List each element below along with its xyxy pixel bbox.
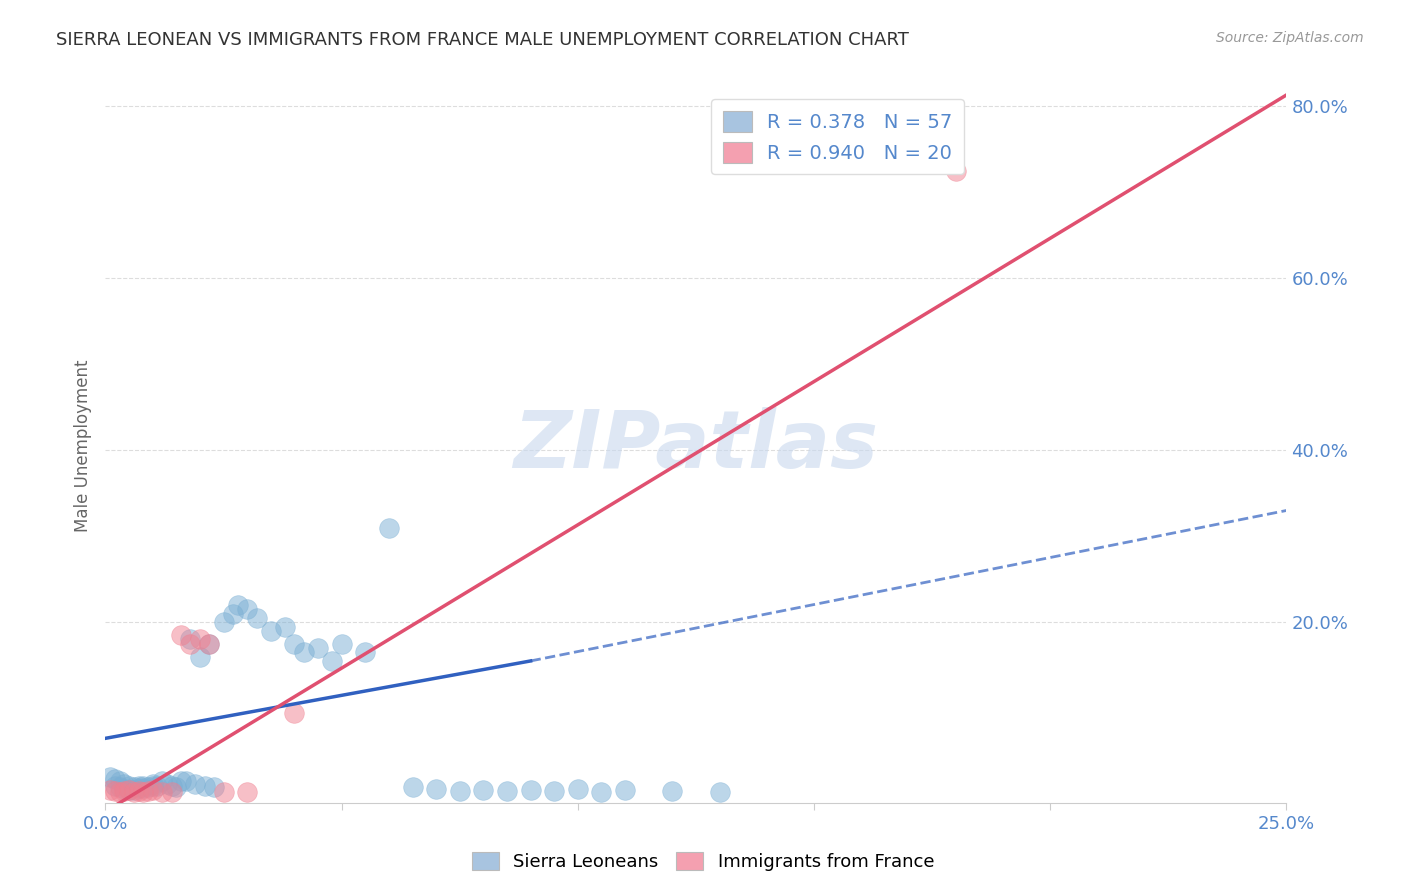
Point <box>104 772 127 786</box>
Text: SIERRA LEONEAN VS IMMIGRANTS FROM FRANCE MALE UNEMPLOYMENT CORRELATION CHART: SIERRA LEONEAN VS IMMIGRANTS FROM FRANCE… <box>56 31 910 49</box>
Point <box>330 637 353 651</box>
Point <box>128 779 150 793</box>
Point <box>170 628 193 642</box>
Point <box>543 784 565 798</box>
Point <box>146 779 169 793</box>
Point <box>378 521 401 535</box>
Y-axis label: Male Unemployment: Male Unemployment <box>73 359 91 533</box>
Point <box>170 774 193 789</box>
Point <box>188 632 211 647</box>
Point <box>108 784 131 798</box>
Point <box>212 785 235 799</box>
Point <box>212 615 235 630</box>
Point <box>283 706 305 720</box>
Point <box>122 783 145 797</box>
Point <box>661 784 683 798</box>
Point <box>202 780 225 795</box>
Point <box>179 637 201 651</box>
Point <box>160 779 183 793</box>
Point <box>108 780 131 795</box>
Point <box>194 779 217 793</box>
Point <box>354 645 377 659</box>
Point <box>246 611 269 625</box>
Point <box>174 774 197 789</box>
Legend: R = 0.378   N = 57, R = 0.940   N = 20: R = 0.378 N = 57, R = 0.940 N = 20 <box>711 99 965 174</box>
Text: ZIPatlas: ZIPatlas <box>513 407 879 485</box>
Point <box>142 779 165 793</box>
Point <box>236 602 259 616</box>
Point <box>425 782 447 797</box>
Point <box>156 777 179 791</box>
Point <box>472 783 495 797</box>
Point <box>128 781 150 796</box>
Point <box>136 780 159 795</box>
Point <box>198 637 221 651</box>
Point <box>112 784 135 798</box>
Point <box>614 783 637 797</box>
Point <box>274 619 297 633</box>
Point <box>307 641 329 656</box>
Point <box>108 774 131 789</box>
Point <box>122 780 145 795</box>
Point <box>104 784 127 798</box>
Point <box>226 598 249 612</box>
Point <box>150 784 173 798</box>
Point <box>150 774 173 789</box>
Point <box>179 632 201 647</box>
Point <box>591 784 613 798</box>
Point <box>567 782 589 797</box>
Point <box>321 654 343 668</box>
Point <box>118 783 141 797</box>
Point <box>128 784 150 798</box>
Point <box>709 784 731 798</box>
Point <box>142 783 165 797</box>
Point <box>184 777 207 791</box>
Point <box>188 649 211 664</box>
Legend: Sierra Leoneans, Immigrants from France: Sierra Leoneans, Immigrants from France <box>464 845 942 879</box>
Point <box>222 607 245 621</box>
Point <box>118 783 141 797</box>
Point <box>198 637 221 651</box>
Point <box>236 785 259 799</box>
Point <box>142 777 165 791</box>
Point <box>160 784 183 798</box>
Point <box>132 780 155 794</box>
Point <box>112 777 135 791</box>
Point <box>104 779 127 793</box>
Point <box>118 779 141 793</box>
Point <box>496 784 519 798</box>
Point <box>260 624 283 638</box>
Point <box>132 784 155 798</box>
Point <box>98 770 121 784</box>
Point <box>292 645 315 659</box>
Point <box>98 783 121 797</box>
Point <box>112 782 135 797</box>
Point <box>165 780 187 795</box>
Point <box>519 783 541 797</box>
Text: Source: ZipAtlas.com: Source: ZipAtlas.com <box>1216 31 1364 45</box>
Point <box>401 780 423 795</box>
Point <box>136 784 159 798</box>
Point <box>945 164 967 178</box>
Point <box>449 784 471 798</box>
Point <box>122 784 145 798</box>
Point <box>283 637 305 651</box>
Point <box>132 781 155 796</box>
